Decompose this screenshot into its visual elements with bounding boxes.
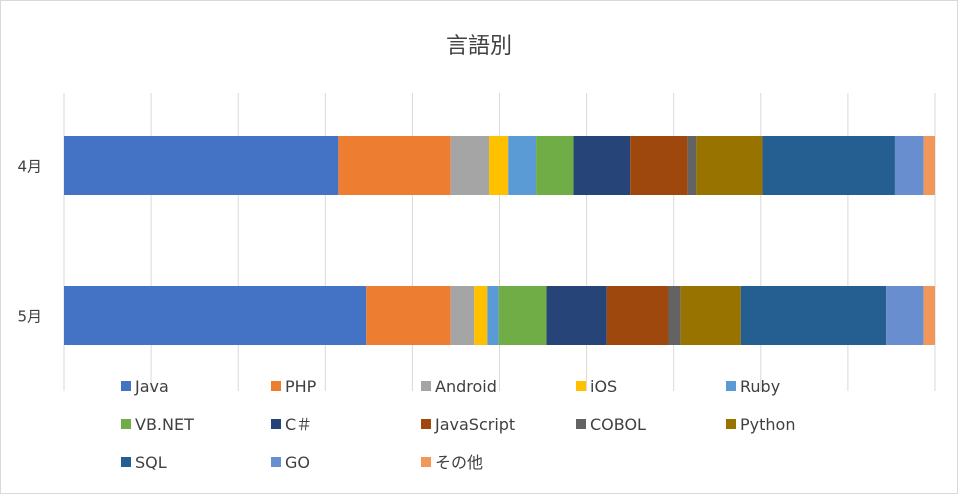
category-labels: 4月 5月 (17, 158, 42, 326)
legend-swatch (576, 419, 586, 429)
bar-segment (687, 136, 697, 195)
legend-entry: COBOL (576, 415, 646, 434)
legend-label: iOS (590, 377, 617, 396)
bar-segment (923, 136, 935, 195)
legend-entry: Android (421, 377, 497, 396)
legend-swatch (121, 419, 131, 429)
legend-label: その他 (435, 453, 483, 472)
legend-swatch (271, 381, 281, 391)
legend-swatch (576, 381, 586, 391)
bar-segment (366, 286, 451, 345)
legend-label: PHP (285, 377, 317, 396)
chart-title: 言語別 (446, 34, 512, 59)
bar-segment (740, 286, 887, 345)
bar-segment (680, 286, 741, 345)
legend-swatch (726, 419, 736, 429)
legend-swatch (121, 381, 131, 391)
legend-label: Java (134, 377, 169, 396)
legend-entry: C＃ (271, 415, 312, 434)
bar-segment (450, 136, 490, 195)
legend-swatch (121, 457, 131, 467)
legend-label: Python (740, 415, 795, 434)
bar-segment (668, 286, 681, 345)
legend-entry: VB.NET (121, 415, 194, 434)
bar-segment (923, 286, 935, 345)
legend-label: Android (435, 377, 497, 396)
category-label: 4月 (17, 158, 42, 176)
bar-segment (630, 136, 688, 195)
bar-segment (894, 136, 924, 195)
bar-segment (886, 286, 924, 345)
legend-entry: Ruby (726, 377, 780, 396)
legend-swatch (726, 381, 736, 391)
legend-entry: SQL (121, 453, 167, 472)
legend-entry: GO (271, 453, 310, 472)
legend-entry: Python (726, 415, 795, 434)
legend-swatch (271, 419, 281, 429)
legend-swatch (271, 457, 281, 467)
legend-label: COBOL (590, 415, 646, 434)
legend-label: GO (285, 453, 310, 472)
legend-entry: iOS (576, 377, 617, 396)
legend-label: VB.NET (135, 415, 194, 434)
legend-entry: その他 (421, 453, 483, 472)
bar-segment (536, 136, 574, 195)
bar-segment (487, 286, 499, 345)
legend-label: JavaScript (434, 415, 515, 434)
bar-segment (498, 286, 547, 345)
category-label: 5月 (17, 308, 42, 326)
legend-entry: JavaScript (421, 415, 515, 434)
legend-swatch (421, 381, 431, 391)
bar-segment (606, 286, 669, 345)
bar-segment (450, 286, 475, 345)
legend-swatch (421, 457, 431, 467)
legend-entry: Java (121, 377, 169, 396)
legend-label: SQL (135, 453, 167, 472)
bar-segment (474, 286, 488, 345)
bar-segment (696, 136, 763, 195)
bar-segment (573, 136, 631, 195)
legend-swatch (421, 419, 431, 429)
legend-label: Ruby (740, 377, 780, 396)
bar-segment (762, 136, 895, 195)
legend: Java PHP Android iOS Ruby VB.NET C＃ JavaScript C… (121, 377, 795, 472)
bar-segment (489, 136, 509, 195)
legend-label: C＃ (285, 415, 312, 434)
bar-segment (64, 286, 367, 345)
bar-segment (64, 136, 339, 195)
bar-segment (338, 136, 451, 195)
bars (64, 136, 935, 345)
bar-segment (508, 136, 537, 195)
legend-entry: PHP (271, 377, 317, 396)
bar-segment (546, 286, 607, 345)
